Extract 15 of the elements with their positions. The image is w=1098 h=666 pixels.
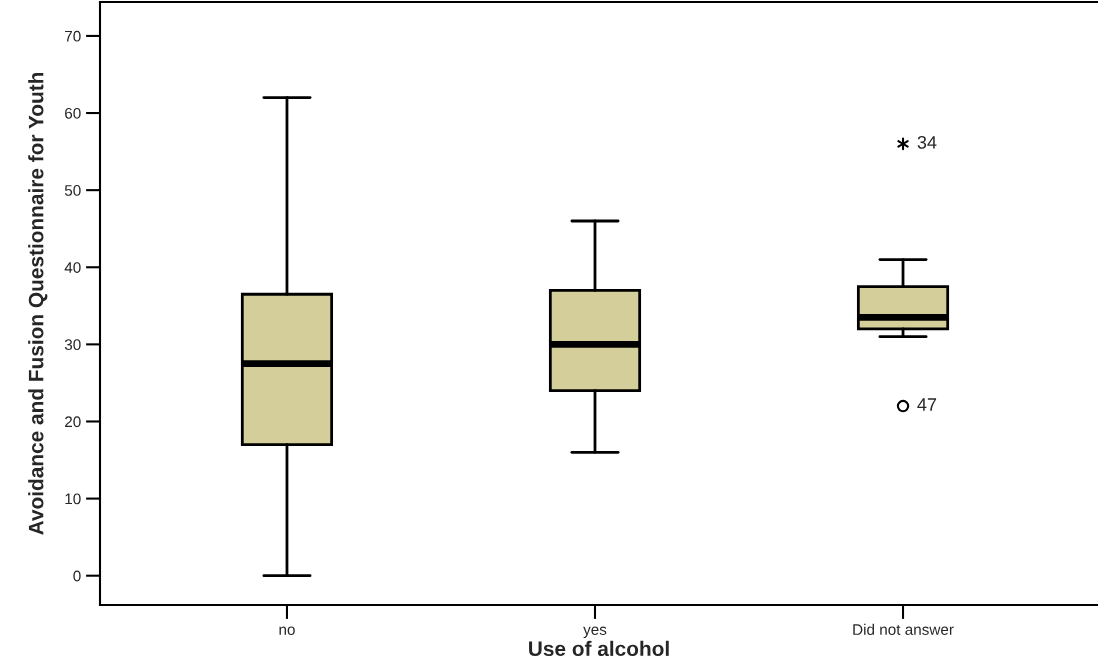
y-tick-label: 50 (64, 185, 81, 196)
y-tick-label: 10 (65, 493, 81, 505)
y-tick-label: 30 (64, 339, 81, 351)
annotation: 47 (917, 398, 937, 411)
x-tick-label: no (279, 626, 295, 635)
y-tick-label: 20 (65, 416, 81, 428)
x-tick-label: Did not answer (853, 623, 954, 635)
y-tick-label: 60 (65, 107, 81, 119)
y-tick-label: 40 (64, 262, 81, 273)
x-tick-label: yes (583, 626, 607, 638)
x-axis-title: Use of alcohol (529, 640, 669, 657)
y-tick-label: 0 (73, 570, 81, 582)
annotation: 34 (917, 135, 937, 149)
y-axis-title: Avoidance and Fusion Questionnaire for Youth (28, 72, 48, 535)
y-tick-label: 70 (65, 30, 81, 42)
